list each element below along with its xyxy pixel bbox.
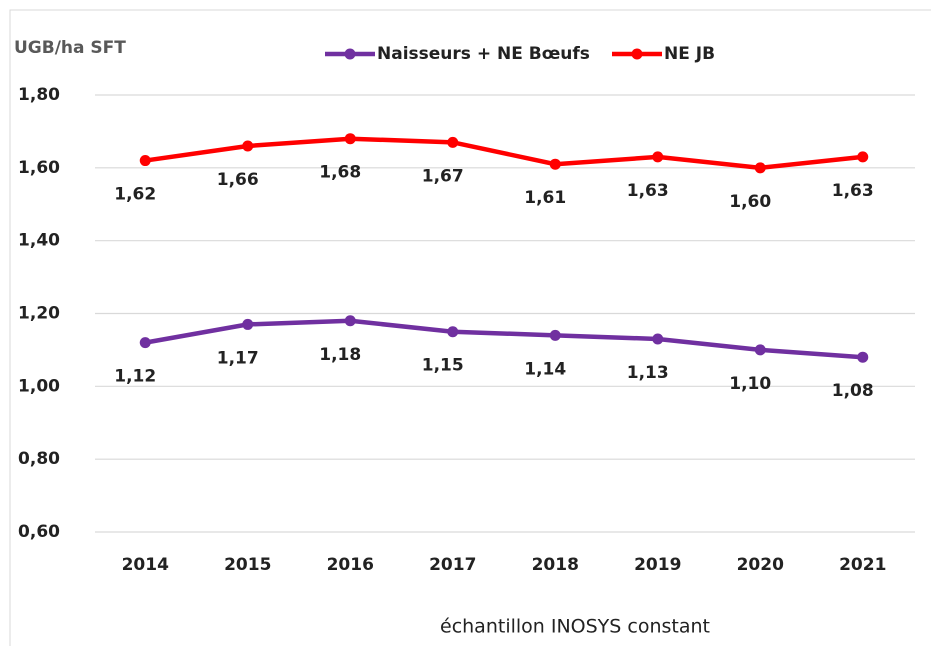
data-label: 1,61 xyxy=(524,188,566,208)
legend-marker xyxy=(344,48,356,60)
data-point xyxy=(549,158,561,170)
x-tick-label: 2017 xyxy=(429,555,476,575)
series-line xyxy=(144,136,863,171)
x-tick-label: 2019 xyxy=(634,555,681,575)
data-point xyxy=(857,151,869,163)
data-label: 1,15 xyxy=(422,356,464,376)
data-label: 1,13 xyxy=(627,363,669,383)
data-label: 1,14 xyxy=(524,359,566,379)
data-label: 1,08 xyxy=(832,381,874,401)
x-tick-label: 2021 xyxy=(839,555,886,575)
legend-label: NE JB xyxy=(664,44,715,64)
data-label: 1,63 xyxy=(832,181,874,201)
y-tick-label: 1,60 xyxy=(18,158,60,178)
data-point xyxy=(652,333,664,345)
x-tick-label: 2020 xyxy=(737,555,784,575)
chart-border xyxy=(9,9,931,646)
data-label: 1,17 xyxy=(217,348,259,368)
y-axis-label: UGB/ha SFT xyxy=(14,38,126,58)
data-point xyxy=(242,140,254,152)
data-label: 1,66 xyxy=(217,170,259,190)
y-tick-label: 1,20 xyxy=(18,304,60,324)
x-tick-label: 2018 xyxy=(532,555,579,575)
y-tick-label: 1,40 xyxy=(18,231,60,251)
y-tick-label: 0,60 xyxy=(18,522,60,542)
data-point xyxy=(549,329,561,341)
x-tick-label: 2015 xyxy=(224,555,271,575)
x-tick-label: 2014 xyxy=(122,555,169,575)
data-point xyxy=(447,136,459,148)
data-point xyxy=(139,337,151,349)
data-point xyxy=(139,155,151,167)
data-label: 1,67 xyxy=(422,166,464,186)
data-point xyxy=(754,162,766,174)
data-label: 1,63 xyxy=(627,181,669,201)
series-line xyxy=(144,318,863,360)
y-tick-label: 0,80 xyxy=(18,449,60,469)
data-label: 1,10 xyxy=(729,374,771,394)
data-point xyxy=(754,344,766,356)
x-tick-label: 2016 xyxy=(327,555,374,575)
legend-label: Naisseurs + NE Bœufs xyxy=(377,44,590,64)
data-point xyxy=(344,133,356,145)
y-tick-label: 1,80 xyxy=(18,85,60,105)
data-label: 1,12 xyxy=(114,367,156,387)
data-label: 1,62 xyxy=(114,185,156,205)
data-point xyxy=(857,351,869,363)
data-label: 1,60 xyxy=(729,192,771,212)
data-point xyxy=(344,315,356,327)
x-axis-label: échantillon INOSYS constant xyxy=(440,616,710,638)
y-tick-label: 1,00 xyxy=(18,376,60,396)
data-label: 1,68 xyxy=(319,163,361,183)
data-label: 1,18 xyxy=(319,345,361,365)
legend-marker xyxy=(631,48,643,60)
data-point xyxy=(447,326,459,338)
data-point xyxy=(242,318,254,330)
data-point xyxy=(652,151,664,163)
